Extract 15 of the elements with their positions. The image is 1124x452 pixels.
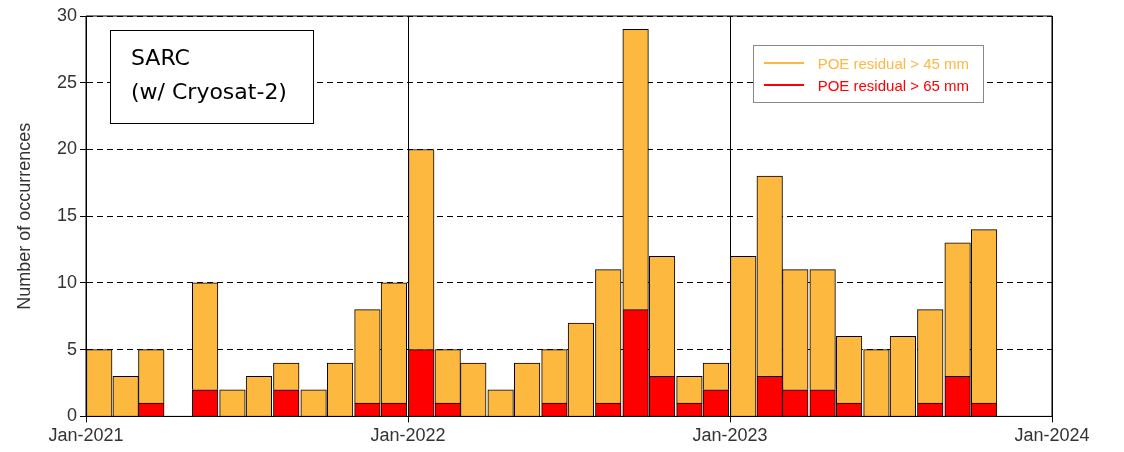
x-tick-label: Jan-2024 <box>1014 425 1090 446</box>
x-tick-label: Jan-2023 <box>692 425 768 446</box>
y-tick-label: 25 <box>56 71 77 92</box>
x-tick-label: Jan-2022 <box>370 425 446 446</box>
y-tick-label: 30 <box>56 4 77 25</box>
y-tick-label: 20 <box>56 138 77 159</box>
annotation: SARC (w/ Cryosat-2) <box>110 30 314 124</box>
legend-label: POE residual > 45 mm <box>817 54 969 72</box>
y-tick-label: 0 <box>66 405 77 426</box>
y-tick-label: 5 <box>66 338 77 359</box>
y-tick-label: 10 <box>56 271 77 292</box>
y-axis-title: Number of occurrences <box>13 122 34 310</box>
y-tick-label: 15 <box>56 205 77 226</box>
x-tick-label: Jan-2021 <box>48 425 124 446</box>
legend-label: POE residual > 65 mm <box>817 76 969 94</box>
